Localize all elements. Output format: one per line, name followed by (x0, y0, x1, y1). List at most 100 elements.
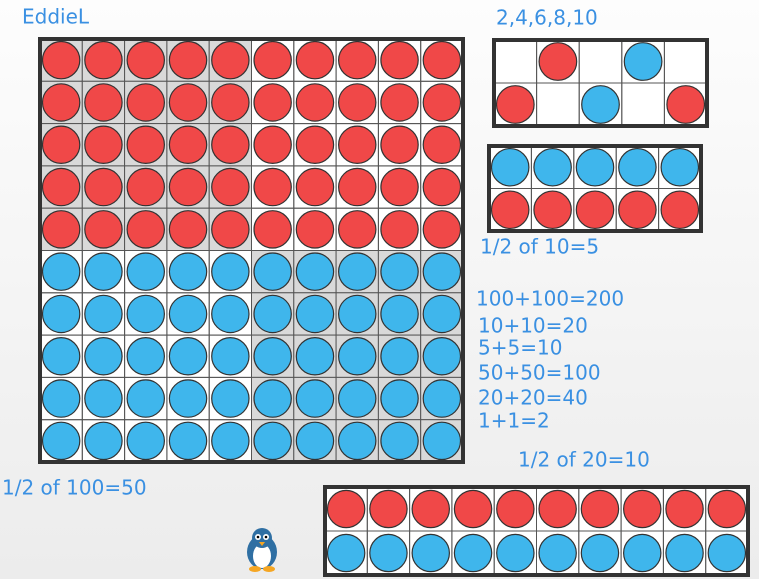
counter (295, 421, 335, 461)
equation: 5+5=10 (478, 336, 562, 360)
counter (338, 167, 377, 207)
counter (538, 489, 577, 529)
counter (490, 190, 530, 230)
counter (211, 337, 250, 376)
counter (41, 252, 81, 291)
counter (253, 252, 292, 291)
counter (168, 83, 208, 122)
counter (338, 379, 377, 418)
counter (126, 337, 165, 376)
counter (84, 167, 123, 207)
note: 1/2 of 100=50 (2, 476, 147, 500)
counter (618, 147, 657, 187)
counter (168, 210, 208, 249)
counter (338, 294, 377, 334)
counter (211, 167, 250, 207)
counter (422, 167, 462, 207)
counter (211, 125, 250, 164)
counter (253, 167, 292, 207)
counter (422, 421, 462, 461)
counter (295, 337, 335, 376)
counter (575, 147, 615, 187)
equation: 10+10=20 (478, 314, 588, 338)
counter (581, 85, 620, 124)
counter (295, 252, 335, 291)
penguin-icon[interactable] (247, 528, 277, 572)
counter (168, 421, 208, 461)
counter (380, 294, 419, 334)
counter (580, 533, 620, 573)
counter (84, 337, 123, 376)
counter (41, 379, 81, 418)
counter (411, 533, 451, 573)
counter (126, 294, 165, 334)
equation: 50+50=100 (478, 361, 601, 385)
equation: 20+20=40 (478, 386, 588, 410)
counter (168, 167, 208, 207)
counter (84, 379, 123, 418)
counter (338, 337, 377, 376)
counter (422, 294, 462, 334)
counter (253, 40, 292, 80)
counter (211, 252, 250, 291)
counter (338, 252, 377, 291)
counter (253, 421, 292, 461)
counter (495, 85, 535, 124)
counter (665, 489, 704, 529)
counter (41, 167, 81, 207)
counter (538, 42, 578, 81)
counter (84, 421, 123, 461)
counter (380, 125, 419, 164)
counter (295, 379, 335, 418)
counter (660, 147, 700, 187)
counter (338, 210, 377, 249)
counter (126, 167, 165, 207)
counter (380, 252, 419, 291)
counter (380, 210, 419, 249)
note: 1/2 of 20=10 (518, 448, 650, 472)
counter (453, 533, 493, 573)
frame-border (487, 144, 703, 233)
counter (295, 294, 335, 334)
counter (380, 421, 419, 461)
user-name: EddieL (22, 5, 90, 29)
note: 1/2 of 10=5 (480, 235, 599, 259)
counter (84, 252, 123, 291)
counter (380, 167, 419, 207)
counter (538, 533, 577, 573)
counter (168, 252, 208, 291)
counter (41, 294, 81, 334)
counter (666, 85, 706, 124)
counter (253, 83, 292, 122)
counter (533, 190, 572, 230)
frame-border (492, 38, 709, 128)
counter (253, 337, 292, 376)
counter (168, 294, 208, 334)
counter (211, 421, 250, 461)
counter (168, 40, 208, 80)
counter (84, 40, 123, 80)
counter (707, 489, 747, 529)
counter (211, 294, 250, 334)
counter (533, 147, 572, 187)
counter (326, 533, 366, 573)
counter (422, 125, 462, 164)
equation: 100+100=200 (476, 287, 624, 311)
counter (326, 489, 366, 529)
counter (126, 379, 165, 418)
counter (253, 294, 292, 334)
counter (338, 421, 377, 461)
counter (168, 379, 208, 418)
counter (41, 125, 81, 164)
counter (295, 40, 335, 80)
counter (84, 210, 123, 249)
frame-border (323, 485, 750, 577)
counter (369, 489, 408, 529)
counter (84, 125, 123, 164)
counter (211, 40, 250, 80)
counter (41, 337, 81, 376)
counter (369, 533, 408, 573)
counter (295, 125, 335, 164)
counter (622, 533, 662, 573)
